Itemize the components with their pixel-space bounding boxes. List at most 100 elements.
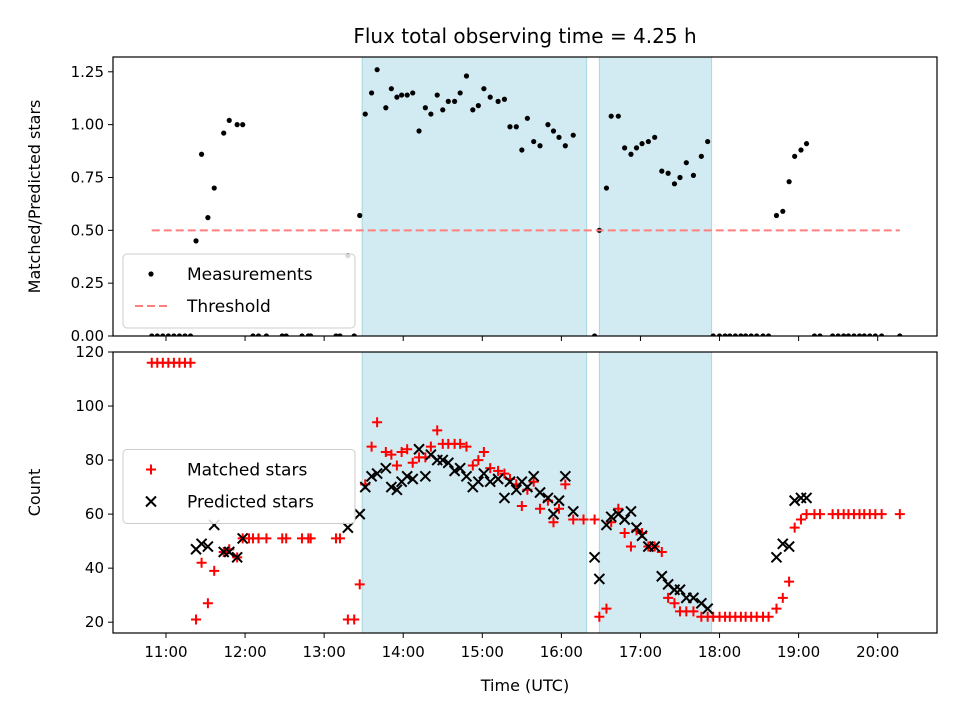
data-point <box>492 473 504 485</box>
x-tick-label: 11:00 <box>144 643 187 661</box>
data-point <box>537 143 543 149</box>
data-point <box>380 446 391 457</box>
data-point <box>550 128 557 134</box>
data-point <box>591 333 598 336</box>
data-point <box>800 492 813 504</box>
data-point <box>784 576 795 587</box>
data-point <box>236 532 249 545</box>
data-point <box>359 481 371 493</box>
data-point <box>501 96 508 102</box>
data-point <box>467 460 478 471</box>
y-tick-label: 120 <box>75 343 104 361</box>
data-point <box>633 145 640 151</box>
data-point <box>795 514 806 525</box>
data-point <box>495 98 501 104</box>
data-point <box>698 153 704 159</box>
data-point <box>202 540 214 553</box>
plot-frame <box>112 351 938 634</box>
data-point <box>732 333 738 336</box>
data-point <box>615 113 621 119</box>
y-tick-label: 0.00 <box>71 327 104 345</box>
data-point <box>342 521 354 534</box>
legend-label: Measurements <box>187 265 313 285</box>
data-point <box>193 238 199 244</box>
data-point <box>191 614 202 625</box>
x-tick-label: 15:00 <box>461 643 504 661</box>
data-point <box>548 517 559 528</box>
data-point <box>554 503 565 514</box>
data-point <box>705 138 711 145</box>
data-point <box>416 128 422 134</box>
data-point <box>337 333 343 336</box>
y-tick-label: 60 <box>85 505 104 523</box>
data-point <box>487 94 493 100</box>
data-point <box>589 514 600 525</box>
data-point <box>402 444 413 455</box>
legend-marker <box>145 495 157 508</box>
data-point <box>879 333 885 336</box>
data-point <box>380 462 392 474</box>
data-point <box>625 505 637 518</box>
data-point <box>630 521 643 534</box>
data-point <box>182 333 188 336</box>
data-point <box>701 602 714 615</box>
data-point <box>527 470 540 482</box>
data-point <box>710 333 716 336</box>
data-point <box>478 467 490 480</box>
data-point <box>578 514 589 525</box>
data-point <box>570 132 576 138</box>
legend-label: Threshold <box>186 297 271 317</box>
y-tick-label: 80 <box>85 451 104 469</box>
data-point <box>374 67 380 73</box>
x-tick-label: 18:00 <box>698 643 741 661</box>
data-point <box>457 90 463 96</box>
data-point <box>835 333 841 336</box>
data-point <box>261 533 272 544</box>
y-tick-label: 20 <box>85 613 104 631</box>
data-point <box>308 333 314 336</box>
data-point <box>851 333 857 336</box>
data-point <box>383 105 389 111</box>
data-point <box>472 475 485 488</box>
data-point <box>368 90 375 96</box>
x-tick-label: 17:00 <box>619 643 662 661</box>
legend-marker <box>146 464 156 475</box>
data-point <box>434 92 440 98</box>
data-point <box>279 333 285 336</box>
data-point <box>645 138 651 145</box>
data-point <box>391 484 403 496</box>
data-point <box>461 441 472 452</box>
data-point <box>559 470 572 482</box>
data-point <box>521 481 534 493</box>
data-point <box>165 333 171 336</box>
data-point <box>652 134 658 140</box>
data-point <box>788 494 801 507</box>
data-point <box>754 333 760 336</box>
data-point <box>366 441 377 452</box>
data-point <box>154 333 160 336</box>
data-point <box>625 541 636 552</box>
data-point <box>872 333 878 336</box>
data-point <box>354 579 365 590</box>
x-tick-label: 16:00 <box>540 643 583 661</box>
data-point <box>209 565 220 576</box>
data-point <box>333 333 339 336</box>
data-point <box>777 538 789 550</box>
data-point <box>454 462 466 474</box>
data-point <box>830 333 836 336</box>
data-point <box>281 533 292 544</box>
legend-label: Matched stars <box>187 461 307 481</box>
data-point <box>231 551 243 564</box>
data-point <box>413 443 425 455</box>
data-point <box>588 551 601 564</box>
data-point <box>760 333 766 336</box>
data-point <box>656 546 667 557</box>
data-point <box>407 473 419 485</box>
x-tick-label: 12:00 <box>223 643 266 661</box>
data-point <box>856 333 863 336</box>
data-point <box>196 557 207 568</box>
data-point <box>636 530 648 542</box>
data-point <box>334 533 345 544</box>
x-tick-label: 13:00 <box>303 643 346 661</box>
